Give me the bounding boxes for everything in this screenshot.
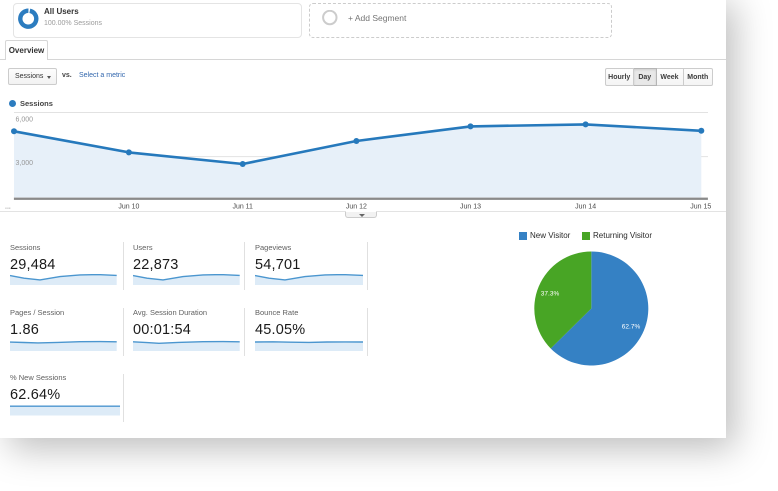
svg-text:...: ... — [5, 204, 11, 211]
svg-text:37.3%: 37.3% — [541, 291, 560, 298]
svg-text:Jun 12: Jun 12 — [346, 204, 367, 211]
svg-text:62.7%: 62.7% — [622, 324, 641, 331]
svg-text:6,000: 6,000 — [16, 117, 34, 124]
svg-text:Jun 11: Jun 11 — [232, 204, 253, 211]
svg-text:Jun 15: Jun 15 — [690, 204, 711, 211]
svg-text:3,000: 3,000 — [16, 160, 34, 167]
svg-text:Jun 13: Jun 13 — [460, 204, 481, 211]
svg-text:Jun 10: Jun 10 — [118, 204, 139, 211]
svg-text:Jun 14: Jun 14 — [575, 204, 596, 211]
